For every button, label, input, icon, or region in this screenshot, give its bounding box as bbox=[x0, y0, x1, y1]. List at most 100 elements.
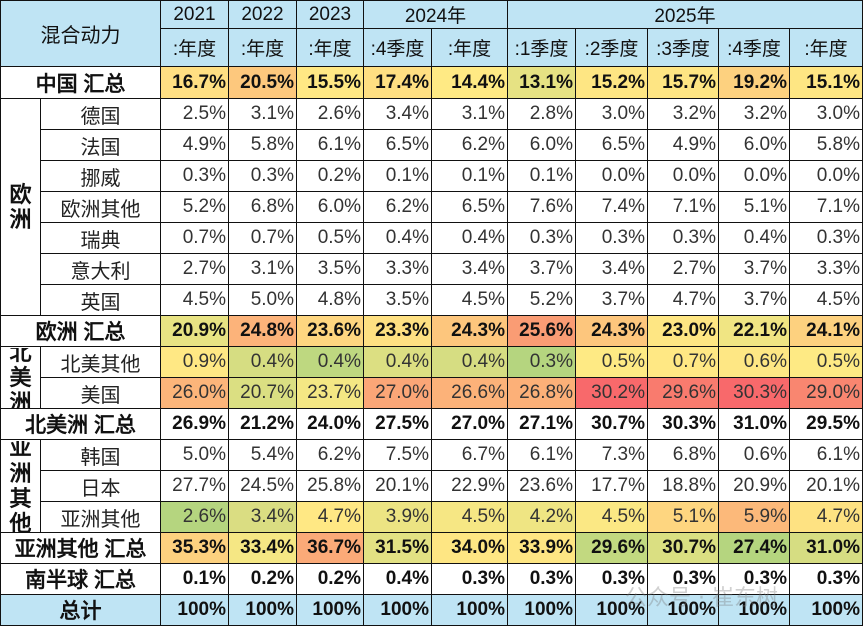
value-cell: 20.5% bbox=[228, 66, 297, 99]
value-cell: 0.4% bbox=[431, 222, 508, 254]
value-cell: 5.0% bbox=[228, 284, 297, 316]
value-cell: 0.4% bbox=[718, 222, 790, 254]
value-cell: 0.4% bbox=[363, 222, 432, 254]
country-label: 日本 bbox=[40, 470, 161, 502]
value-cell: 6.1% bbox=[789, 439, 863, 471]
value-cell: 100% bbox=[296, 594, 364, 626]
value-cell: 2.8% bbox=[507, 98, 576, 130]
corner-header: 混合动力 bbox=[0, 0, 161, 67]
value-cell: 6.1% bbox=[296, 129, 364, 161]
row-label: 北美洲 汇总 bbox=[0, 408, 161, 440]
summary-row: 北美洲 汇总 26.9% 21.2% 24.0% 27.5% 27.0% 27.1% 30.7… bbox=[0, 408, 863, 440]
value-cell: 24.3% bbox=[575, 315, 648, 347]
value-cell: 24.8% bbox=[228, 315, 297, 347]
value-cell: 0.1% bbox=[507, 160, 576, 192]
value-cell: 4.9% bbox=[160, 129, 229, 161]
value-cell: 100% bbox=[789, 594, 863, 626]
value-cell: 0.4% bbox=[296, 346, 364, 378]
value-cell: 36.7% bbox=[296, 532, 364, 564]
value-cell: 6.2% bbox=[431, 129, 508, 161]
value-cell: 6.1% bbox=[507, 439, 576, 471]
value-cell: 24.0% bbox=[296, 408, 364, 440]
value-cell: 23.0% bbox=[647, 315, 719, 347]
value-cell: 3.1% bbox=[431, 98, 508, 130]
value-cell: 5.8% bbox=[228, 129, 297, 161]
region-group-label: 北美洲 bbox=[0, 346, 41, 409]
value-cell: 0.4% bbox=[228, 346, 297, 378]
value-cell: 5.4% bbox=[228, 439, 297, 471]
value-cell: 0.6% bbox=[718, 439, 790, 471]
value-cell: 0.5% bbox=[789, 346, 863, 378]
value-cell: 0.3% bbox=[789, 222, 863, 254]
value-cell: 6.2% bbox=[363, 191, 432, 223]
value-cell: 0.7% bbox=[160, 222, 229, 254]
value-cell: 3.5% bbox=[296, 253, 364, 285]
value-cell: 25.8% bbox=[296, 470, 364, 502]
value-cell: 35.3% bbox=[160, 532, 229, 564]
value-cell: 3.1% bbox=[228, 98, 297, 130]
region-group-label: 亚洲其他 bbox=[0, 439, 41, 533]
value-cell: 0.9% bbox=[160, 346, 229, 378]
country-label: 韩国 bbox=[40, 439, 161, 471]
value-cell: 0.3% bbox=[647, 222, 719, 254]
value-cell: 0.4% bbox=[363, 346, 432, 378]
value-cell: 0.0% bbox=[575, 160, 648, 192]
table-row: 欧洲其他 5.2% 6.8% 6.0% 6.2% 6.5% 7.6% 7.4% 7.1% 5.1%… bbox=[1, 191, 863, 223]
value-cell: 30.3% bbox=[647, 408, 719, 440]
value-cell: 0.2% bbox=[296, 160, 364, 192]
value-cell: 24.5% bbox=[228, 470, 297, 502]
value-cell: 0.5% bbox=[575, 346, 648, 378]
value-cell: 34.0% bbox=[431, 532, 508, 564]
value-cell: 0.1% bbox=[160, 563, 229, 595]
value-cell: 27.7% bbox=[160, 470, 229, 502]
value-cell: 6.5% bbox=[363, 129, 432, 161]
year-header: 2023 bbox=[296, 0, 364, 29]
value-cell: 3.4% bbox=[431, 253, 508, 285]
value-cell: 6.8% bbox=[228, 191, 297, 223]
value-cell: 3.7% bbox=[718, 253, 790, 285]
period-header: :年度 bbox=[431, 28, 508, 67]
value-cell: 7.6% bbox=[507, 191, 576, 223]
summary-row: 中国 汇总 16.7% 20.5% 15.5% 17.4% 14.4% 13.1% 15.2%… bbox=[0, 66, 863, 99]
value-cell: 3.1% bbox=[228, 253, 297, 285]
value-cell: 100% bbox=[718, 594, 790, 626]
value-cell: 5.0% bbox=[160, 439, 229, 471]
summary-row: 南半球 汇总 0.1% 0.2% 0.2% 0.4% 0.3% 0.3% 0.3% 0.3% 0.… bbox=[0, 563, 863, 595]
value-cell: 33.9% bbox=[507, 532, 576, 564]
table-row: 瑞典 0.7% 0.7% 0.5% 0.4% 0.4% 0.3% 0.3% 0.3% 0.4% 0.… bbox=[1, 222, 863, 254]
row-label: 亚洲其他 汇总 bbox=[0, 532, 161, 564]
country-label: 意大利 bbox=[40, 253, 161, 285]
value-cell: 0.2% bbox=[296, 563, 364, 595]
value-cell: 100% bbox=[431, 594, 508, 626]
table-row: 亚洲其他 2.6% 3.4% 4.7% 3.9% 4.5% 4.2% 4.5% 5.1% 5.9%… bbox=[1, 501, 863, 533]
value-cell: 0.3% bbox=[507, 346, 576, 378]
value-cell: 17.7% bbox=[575, 470, 648, 502]
value-cell: 22.9% bbox=[431, 470, 508, 502]
country-label: 欧洲其他 bbox=[40, 191, 161, 223]
value-cell: 0.2% bbox=[228, 563, 297, 595]
value-cell: 30.2% bbox=[575, 377, 648, 409]
value-cell: 23.6% bbox=[507, 470, 576, 502]
period-header: :年度 bbox=[789, 28, 863, 67]
value-cell: 3.4% bbox=[228, 501, 297, 533]
year-header: 2024年 bbox=[363, 0, 508, 29]
value-cell: 4.2% bbox=[507, 501, 576, 533]
value-cell: 3.9% bbox=[363, 501, 432, 533]
value-cell: 18.8% bbox=[647, 470, 719, 502]
value-cell: 2.6% bbox=[160, 501, 229, 533]
value-cell: 0.1% bbox=[363, 160, 432, 192]
value-cell: 20.7% bbox=[228, 377, 297, 409]
country-label: 法国 bbox=[40, 129, 161, 161]
value-cell: 100% bbox=[363, 594, 432, 626]
value-cell: 2.7% bbox=[647, 253, 719, 285]
value-cell: 0.3% bbox=[789, 563, 863, 595]
value-cell: 23.7% bbox=[296, 377, 364, 409]
value-cell: 30.3% bbox=[718, 377, 790, 409]
period-header: :4季度 bbox=[718, 28, 790, 67]
value-cell: 31.0% bbox=[718, 408, 790, 440]
value-cell: 6.5% bbox=[431, 191, 508, 223]
table-row: 英国 4.5% 5.0% 4.8% 3.5% 4.5% 5.2% 3.7% 4.7% 3.7% 4.… bbox=[1, 284, 863, 316]
value-cell: 3.7% bbox=[507, 253, 576, 285]
